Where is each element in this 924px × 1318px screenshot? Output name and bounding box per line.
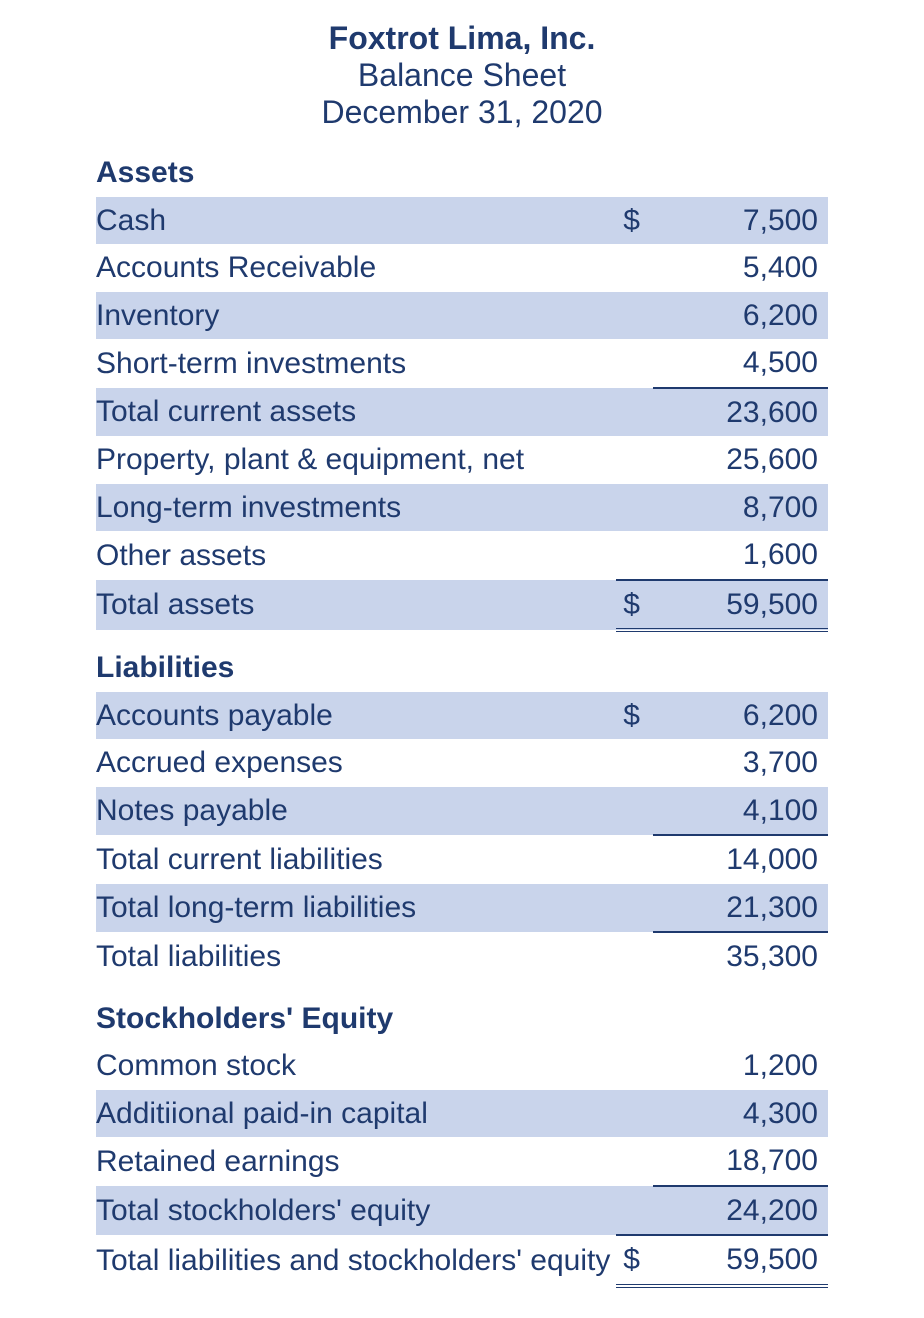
row-additional-paid-in-capital: Additiional paid-in capital 4,300 [96, 1090, 828, 1138]
section-title: Liabilities [96, 644, 616, 692]
row-value: 25,600 [653, 436, 828, 484]
report-header: Foxtrot Lima, Inc. Balance Sheet Decembe… [96, 20, 828, 131]
row-label: Total liabilities [96, 932, 616, 981]
row-label: Short-term investments [96, 339, 616, 388]
row-value: 14,000 [653, 835, 828, 884]
currency-symbol: $ [616, 197, 652, 245]
currency-symbol: $ [616, 1235, 652, 1286]
section-spacer [96, 981, 828, 995]
currency-symbol [616, 292, 652, 340]
row-total-liabilities: Total liabilities 35,300 [96, 932, 828, 981]
row-value: 4,300 [653, 1090, 828, 1138]
row-label: Accrued expenses [96, 739, 616, 787]
row-other-assets: Other assets 1,600 [96, 531, 828, 580]
currency-symbol [616, 835, 652, 884]
currency-symbol [616, 739, 652, 787]
company-name: Foxtrot Lima, Inc. [96, 20, 828, 57]
row-label: Total liabilities and stockholders' equi… [96, 1235, 616, 1286]
row-label: Accounts Receivable [96, 244, 616, 292]
currency-symbol [616, 787, 652, 836]
currency-symbol [616, 1042, 652, 1090]
row-total-liabilities-and-equity: Total liabilities and stockholders' equi… [96, 1235, 828, 1286]
row-value: 7,500 [653, 197, 828, 245]
row-label: Notes payable [96, 787, 616, 836]
section-spacer [96, 630, 828, 644]
currency-symbol [616, 932, 652, 981]
row-value: 21,300 [653, 884, 828, 933]
row-label: Cash [96, 197, 616, 245]
row-value: 6,200 [653, 292, 828, 340]
row-ppe: Property, plant & equipment, net 25,600 [96, 436, 828, 484]
row-value: 4,100 [653, 787, 828, 836]
row-value: 3,700 [653, 739, 828, 787]
row-total-current-assets: Total current assets 23,600 [96, 388, 828, 437]
row-value: 23,600 [653, 388, 828, 437]
row-label: Accounts payable [96, 692, 616, 740]
row-accrued-expenses: Accrued expenses 3,700 [96, 739, 828, 787]
row-value: 6,200 [653, 692, 828, 740]
row-label: Common stock [96, 1042, 616, 1090]
row-total-long-term-liabilities: Total long-term liabilities 21,300 [96, 884, 828, 933]
currency-symbol [616, 244, 652, 292]
row-label: Long-term investments [96, 484, 616, 532]
row-label: Property, plant & equipment, net [96, 436, 616, 484]
row-label: Total stockholders' equity [96, 1186, 616, 1236]
row-value: 59,500 [653, 1235, 828, 1286]
report-title: Balance Sheet [96, 57, 828, 94]
section-title: Stockholders' Equity [96, 995, 616, 1043]
row-common-stock: Common stock 1,200 [96, 1042, 828, 1090]
row-value: 24,200 [653, 1186, 828, 1236]
currency-symbol [616, 884, 652, 933]
row-value: 5,400 [653, 244, 828, 292]
row-total-current-liabilities: Total current liabilities 14,000 [96, 835, 828, 884]
currency-symbol [616, 388, 652, 437]
section-header-liabilities: Liabilities [96, 644, 828, 692]
row-accounts-payable: Accounts payable $ 6,200 [96, 692, 828, 740]
report-date: December 31, 2020 [96, 94, 828, 131]
row-inventory: Inventory 6,200 [96, 292, 828, 340]
row-notes-payable: Notes payable 4,100 [96, 787, 828, 836]
currency-symbol: $ [616, 692, 652, 740]
currency-symbol [616, 339, 652, 388]
section-title: Assets [96, 149, 616, 197]
row-label: Total current assets [96, 388, 616, 437]
row-value: 8,700 [653, 484, 828, 532]
currency-symbol [616, 1137, 652, 1186]
row-cash: Cash $ 7,500 [96, 197, 828, 245]
row-value: 1,600 [653, 531, 828, 580]
row-label: Other assets [96, 531, 616, 580]
row-value: 18,700 [653, 1137, 828, 1186]
row-value: 59,500 [653, 580, 828, 631]
row-label: Total long-term liabilities [96, 884, 616, 933]
row-label: Total current liabilities [96, 835, 616, 884]
row-retained-earnings: Retained earnings 18,700 [96, 1137, 828, 1186]
row-long-term-investments: Long-term investments 8,700 [96, 484, 828, 532]
row-total-stockholders-equity: Total stockholders' equity 24,200 [96, 1186, 828, 1236]
currency-symbol [616, 1090, 652, 1138]
section-header-equity: Stockholders' Equity [96, 995, 828, 1043]
row-value: 35,300 [653, 932, 828, 981]
currency-symbol [616, 436, 652, 484]
row-total-assets: Total assets $ 59,500 [96, 580, 828, 631]
currency-symbol [616, 484, 652, 532]
row-accounts-receivable: Accounts Receivable 5,400 [96, 244, 828, 292]
row-label: Total assets [96, 580, 616, 631]
row-label: Retained earnings [96, 1137, 616, 1186]
row-label: Additiional paid-in capital [96, 1090, 616, 1138]
row-value: 4,500 [653, 339, 828, 388]
currency-symbol [616, 531, 652, 580]
currency-symbol [616, 1186, 652, 1236]
section-header-assets: Assets [96, 149, 828, 197]
currency-symbol: $ [616, 580, 652, 631]
row-short-term-investments: Short-term investments 4,500 [96, 339, 828, 388]
row-value: 1,200 [653, 1042, 828, 1090]
balance-sheet-table: Assets Cash $ 7,500 Accounts Receivable … [96, 149, 828, 1288]
row-label: Inventory [96, 292, 616, 340]
